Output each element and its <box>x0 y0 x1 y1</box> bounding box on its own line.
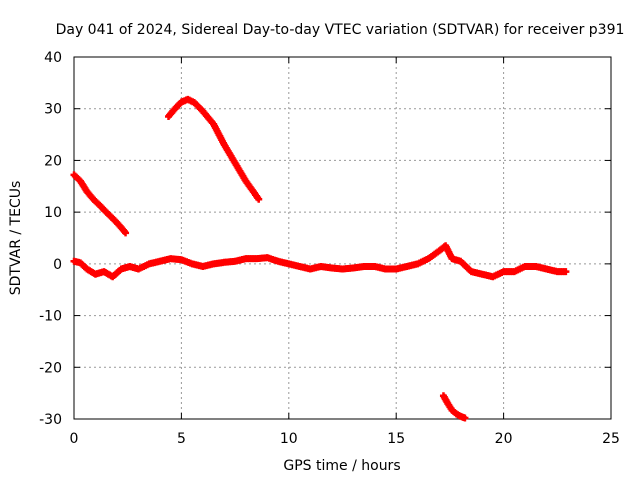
series-baseline <box>70 242 570 281</box>
trace-marker <box>120 228 128 236</box>
y-tick-label: 10 <box>44 205 62 221</box>
grid-lines <box>74 57 611 419</box>
series-arc-4 <box>439 392 469 422</box>
y-tick-label: 0 <box>53 257 62 273</box>
y-tick-label: 30 <box>44 102 62 118</box>
trace-marker <box>460 413 468 421</box>
plot-frame <box>73 56 612 420</box>
trace-marker <box>560 268 568 276</box>
trace-marker <box>254 194 262 202</box>
data-points <box>70 95 570 422</box>
y-tick-label: -30 <box>39 412 62 428</box>
y-tick-label: -20 <box>39 360 62 376</box>
x-tick-label: 5 <box>177 431 186 447</box>
y-tick-labels: -30 -20 -10 0 10 20 30 40 <box>39 50 62 428</box>
x-axis-label: GPS time / hours <box>283 458 400 474</box>
y-tick-label: 40 <box>44 50 62 66</box>
x-tick-label: 25 <box>602 431 620 447</box>
tick-marks <box>73 56 612 420</box>
y-tick-label: -10 <box>39 309 62 325</box>
y-axis-label: SDTVAR / TECUs <box>8 181 24 296</box>
x-tick-label: 0 <box>70 431 79 447</box>
chart-title: Day 041 of 2024, Sidereal Day-to-day VTE… <box>56 22 625 38</box>
y-tick-label: 20 <box>44 153 62 169</box>
series-arc-1 <box>70 171 130 237</box>
x-tick-label: 20 <box>495 431 513 447</box>
x-tick-labels: 0 5 10 15 20 25 <box>70 431 620 447</box>
x-tick-label: 10 <box>280 431 298 447</box>
x-tick-label: 15 <box>387 431 405 447</box>
series-arc-2 <box>165 95 263 203</box>
